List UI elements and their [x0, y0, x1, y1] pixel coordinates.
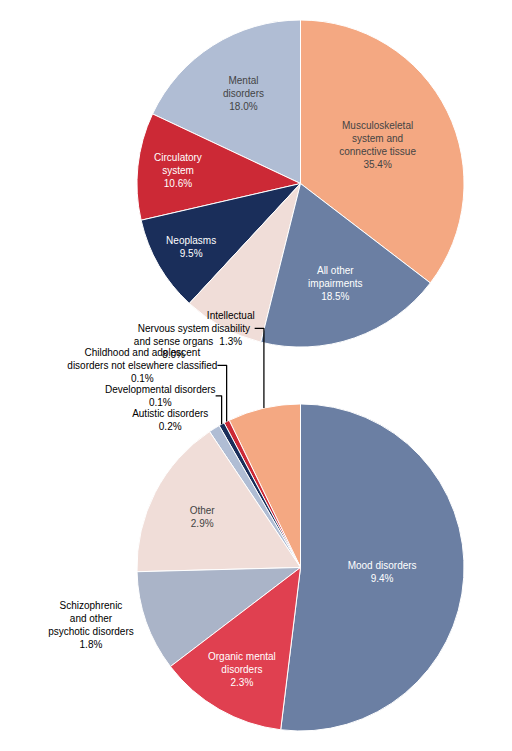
svg-text:All otherimpairments18.5%: All otherimpairments18.5%: [308, 265, 362, 302]
svg-text:Schizophrenicand otherpsychoti: Schizophrenicand otherpsychotic disorder…: [48, 600, 134, 650]
svg-text:Neoplasms9.5%: Neoplasms9.5%: [166, 235, 216, 259]
svg-text:Musculoskeletalsystem andconne: Musculoskeletalsystem andconnective tiss…: [339, 120, 416, 170]
svg-text:Developmental disorders0.1%: Developmental disorders0.1%: [105, 384, 216, 408]
svg-text:Mood disorders9.4%: Mood disorders9.4%: [348, 560, 417, 584]
svg-text:Nervous systemand sense organs: Nervous systemand sense organs8.0%: [134, 323, 214, 360]
svg-text:Organic mentaldisorders2.3%: Organic mentaldisorders2.3%: [208, 651, 276, 688]
svg-text:Circulatorysystem10.6%: Circulatorysystem10.6%: [154, 152, 202, 189]
svg-text:Mentaldisorders18.0%: Mentaldisorders18.0%: [223, 75, 264, 112]
svg-text:Other2.9%: Other2.9%: [190, 505, 216, 529]
svg-text:Intellectualdisability1.3%: Intellectualdisability1.3%: [207, 310, 255, 347]
svg-text:Autistic disorders0.2%: Autistic disorders0.2%: [132, 408, 208, 432]
svg-text:Childhood and adolescentdisord: Childhood and adolescentdisorders not el…: [67, 347, 217, 384]
